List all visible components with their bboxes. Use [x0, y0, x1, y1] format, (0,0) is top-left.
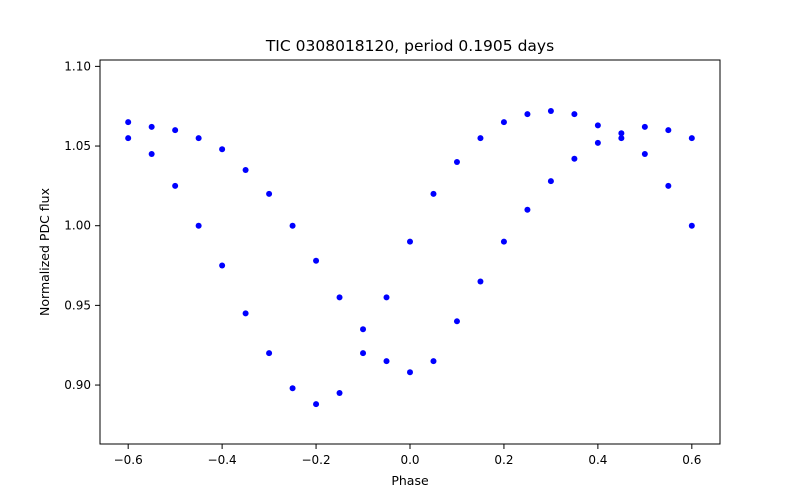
x-tick-label: 0.4 [588, 453, 607, 467]
data-point-series-1 [172, 182, 179, 189]
data-point-series-1 [430, 190, 437, 197]
data-point-series-2 [524, 206, 531, 213]
chart-title: TIC 0308018120, period 0.1905 days [265, 37, 554, 55]
data-point-series-1 [407, 238, 413, 245]
data-point-series-2 [172, 127, 179, 134]
data-point-series-1 [688, 222, 695, 229]
data-point-series-1 [547, 107, 554, 114]
data-point-series-2 [313, 257, 320, 264]
data-point-series-1 [477, 135, 484, 142]
data-point-series-2 [500, 238, 507, 245]
data-point-series-1 [125, 135, 132, 142]
data-point-series-1 [665, 182, 672, 189]
data-point-series-1 [383, 294, 390, 301]
data-point-series-2 [477, 278, 484, 285]
data-point-series-1 [594, 122, 601, 129]
y-tick-label: 0.90 [64, 378, 91, 392]
data-point-series-1 [266, 350, 273, 357]
data-point-series-2 [665, 127, 672, 134]
x-tick-label: 0.0 [400, 453, 419, 467]
data-point-series-2 [242, 166, 249, 173]
data-point-series-1 [500, 119, 507, 126]
data-point-series-1 [195, 222, 202, 229]
y-axis-label: Normalized PDC flux [37, 188, 52, 316]
data-point-series-1 [571, 111, 578, 118]
y-tick-label: 1.00 [64, 219, 91, 233]
data-point-series-2 [219, 146, 226, 153]
x-axis-label: Phase [391, 473, 429, 488]
data-point-series-2 [594, 139, 601, 146]
x-axis-ticks: −0.6 −0.4 −0.2 0.0 0.2 0.4 0.6 [114, 444, 701, 467]
data-point-series-1 [618, 135, 625, 142]
data-points [125, 107, 695, 408]
data-point-series-1 [313, 401, 320, 408]
data-point-series-1 [524, 111, 531, 118]
data-point-series-2 [688, 135, 695, 142]
data-point-series-2 [453, 318, 460, 325]
y-tick-label: 0.95 [64, 298, 91, 312]
x-tick-label: −0.4 [208, 453, 237, 467]
x-tick-label: 0.6 [682, 453, 701, 467]
data-point-series-2 [336, 294, 343, 301]
data-point-series-2 [430, 358, 437, 365]
data-point-series-1 [453, 158, 460, 165]
data-point-series-2 [641, 123, 648, 130]
data-point-series-2 [148, 123, 155, 130]
data-point-series-2 [289, 222, 296, 229]
data-point-series-1 [360, 350, 367, 357]
data-point-series-1 [219, 262, 226, 269]
data-point-series-2 [383, 358, 390, 365]
data-point-series-2 [547, 178, 554, 185]
x-tick-label: −0.6 [114, 453, 143, 467]
data-point-series-2 [195, 135, 202, 142]
x-tick-label: 0.2 [494, 453, 513, 467]
data-point-series-2 [125, 119, 132, 126]
y-tick-label: 1.05 [64, 139, 91, 153]
data-point-series-1 [242, 310, 249, 317]
y-tick-label: 1.10 [64, 59, 91, 73]
data-point-series-2 [360, 326, 367, 333]
data-point-series-2 [571, 155, 578, 162]
y-axis-ticks: 0.90 0.95 1.00 1.05 1.10 [64, 59, 100, 392]
data-point-series-1 [641, 151, 648, 158]
x-tick-label: −0.2 [301, 453, 330, 467]
data-point-series-2 [618, 130, 625, 137]
data-point-series-2 [407, 369, 413, 376]
data-point-series-2 [266, 190, 273, 197]
data-point-series-1 [148, 151, 155, 158]
data-point-series-1 [289, 385, 296, 392]
data-point-series-1 [336, 390, 343, 397]
